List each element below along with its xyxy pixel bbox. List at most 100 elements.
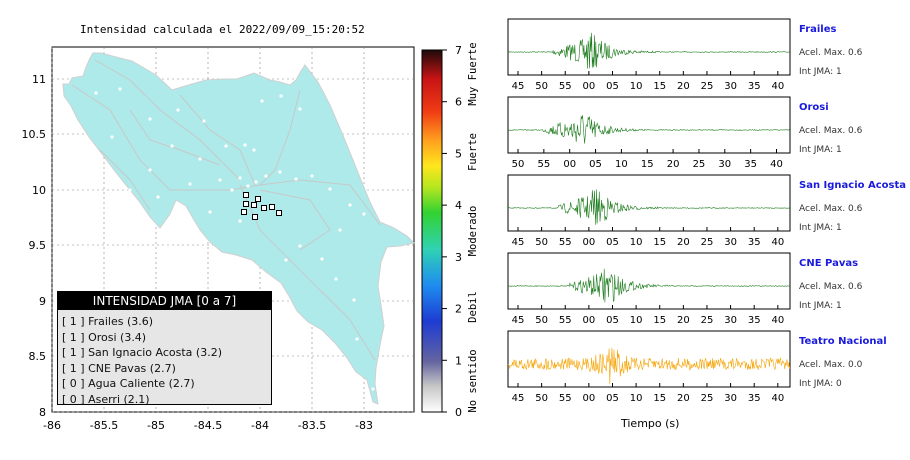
max-acceleration: Acel. Max. 0.0 <box>799 360 863 370</box>
time-tick-label: 55 <box>559 315 572 326</box>
scale-number: 4 <box>455 199 462 212</box>
time-tick-label: 35 <box>748 315 761 326</box>
jma-intensity: Int JMA: 1 <box>799 67 842 77</box>
station-name: Teatro Nacional <box>799 336 887 347</box>
time-tick-label: 45 <box>512 315 525 326</box>
time-tick-label: 15 <box>641 159 654 170</box>
time-tick-label: 20 <box>677 81 690 92</box>
x-tick-label: -83.5 <box>298 419 326 432</box>
station-dot <box>298 244 302 248</box>
waveform-trace <box>507 347 790 385</box>
scale-number: 1 <box>455 354 462 367</box>
station-info: Acel. Max. 0.6 Int JMA: 1 <box>799 200 862 238</box>
x-tick-label: -85 <box>147 419 165 432</box>
station-dot <box>328 187 332 191</box>
y-tick-label: 8 <box>39 406 46 419</box>
time-tick-label: 10 <box>630 393 643 404</box>
time-tick-label: 50 <box>535 81 548 92</box>
station-dot <box>238 176 242 180</box>
legend-list: [ 1 ] Frailes (3.6) [ 1 ] Orosi (3.4) [ 1 … <box>58 310 271 407</box>
intensity-station <box>261 205 267 211</box>
time-tick-label: 35 <box>744 159 757 170</box>
jma-intensity: Int JMA: 1 <box>799 145 842 155</box>
time-tick-label: 35 <box>748 237 761 248</box>
x-tick-label: -84 <box>251 419 269 432</box>
jma-intensity: Int JMA: 1 <box>799 301 842 311</box>
time-axis-label: Tiempo (s) <box>621 417 680 430</box>
time-tick-label: 40 <box>771 237 784 248</box>
y-tick-label: 10 <box>32 184 46 197</box>
station-dot <box>348 203 352 207</box>
station-dot <box>254 180 258 184</box>
legend-item: [ 1 ] CNE Pavas (2.7) <box>62 361 176 375</box>
scale-number: 3 <box>455 251 462 264</box>
time-tick-label: 25 <box>701 315 714 326</box>
station-dot <box>310 174 314 178</box>
time-tick-label: 05 <box>606 81 619 92</box>
map-title: Intensidad calculada el 2022/09/09_15:20… <box>80 23 365 36</box>
legend-title: INTENSIDAD JMA [0 a 7] <box>58 292 271 310</box>
station-dot <box>264 174 268 178</box>
time-tick-label: 40 <box>771 81 784 92</box>
time-tick-label: 35 <box>748 393 761 404</box>
jma-intensity: Int JMA: 0 <box>799 379 842 389</box>
station-dot <box>371 387 375 391</box>
intensity-station <box>243 192 249 198</box>
time-tick-label: 30 <box>724 237 737 248</box>
time-tick-label: 00 <box>582 393 595 404</box>
station-dot <box>188 182 192 186</box>
station-name: Frailes <box>799 24 837 35</box>
station-dot <box>338 228 342 232</box>
station-dot <box>218 178 222 182</box>
station-dot <box>148 117 152 121</box>
station-dot <box>176 108 180 112</box>
waveform-trace <box>507 115 790 144</box>
time-tick-label: 10 <box>630 315 643 326</box>
waveform-trace <box>507 268 790 303</box>
roads <box>71 59 381 361</box>
y-tick-label: 10.5 <box>22 128 47 141</box>
time-tick-label: 50 <box>535 237 548 248</box>
time-tick-label: 00 <box>582 81 595 92</box>
scale-number: 6 <box>455 96 462 109</box>
time-tick-label: 05 <box>606 315 619 326</box>
time-tick-label: 10 <box>630 237 643 248</box>
station-dot <box>170 144 174 148</box>
station-dot <box>294 177 298 181</box>
y-tick-label: 9.5 <box>29 239 47 252</box>
station-dot <box>230 188 234 192</box>
station-dot <box>246 184 250 188</box>
color-scale-bar <box>421 49 443 413</box>
station-dot <box>352 298 356 302</box>
station-dot <box>279 94 283 98</box>
waveform-panel <box>507 252 791 310</box>
station-info: Acel. Max. 0.6 Int JMA: 1 <box>799 278 862 316</box>
station-dot <box>224 144 228 148</box>
time-tick-label: 20 <box>677 393 690 404</box>
jma-intensity: Int JMA: 1 <box>799 223 842 233</box>
time-tick-label: 05 <box>589 159 602 170</box>
time-tick-label: 40 <box>770 159 783 170</box>
max-acceleration: Acel. Max. 0.6 <box>799 204 863 214</box>
station-name: CNE Pavas <box>799 258 859 269</box>
time-tick-label: 05 <box>606 237 619 248</box>
station-dot <box>128 188 132 192</box>
time-tick-label: 50 <box>512 159 525 170</box>
scale-label: Moderado <box>467 206 479 257</box>
time-tick-label: 45 <box>512 237 525 248</box>
intensity-station <box>241 209 247 215</box>
time-tick-label: 30 <box>724 315 737 326</box>
legend-item: [ 1 ] San Ignacio Acosta (3.2) <box>62 346 222 359</box>
time-tick-label: 30 <box>724 393 737 404</box>
time-tick-label: 15 <box>653 393 666 404</box>
station-name: Orosi <box>799 102 829 113</box>
time-tick-label: 00 <box>582 237 595 248</box>
intensity-station <box>269 204 275 210</box>
time-tick-label: 10 <box>615 159 628 170</box>
station-info: Acel. Max. 0.6 Int JMA: 1 <box>799 44 862 82</box>
time-tick-label: 15 <box>653 237 666 248</box>
time-tick-label: 20 <box>677 237 690 248</box>
waveform-panel <box>507 174 791 232</box>
station-name: San Ignacio Acosta <box>799 180 907 191</box>
